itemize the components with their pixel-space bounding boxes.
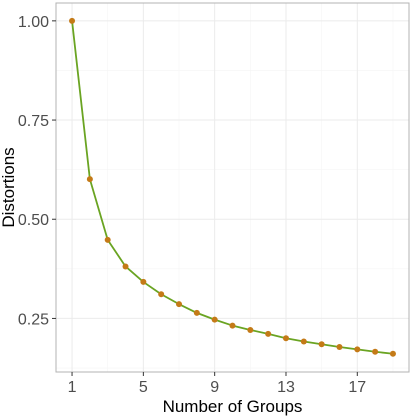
- x-tick-label: 17: [348, 379, 366, 396]
- panel-border: [55, 2, 410, 373]
- data-point: [158, 291, 165, 298]
- data-point: [104, 236, 111, 243]
- series-layer: [69, 17, 396, 357]
- data-point: [193, 309, 200, 316]
- x-tick-label: 5: [139, 379, 148, 396]
- data-point: [336, 344, 343, 351]
- series-line: [71, 20, 394, 355]
- data-point: [265, 330, 272, 337]
- data-point: [354, 346, 361, 353]
- y-axis-title: Distortions: [0, 147, 18, 227]
- data-point: [211, 316, 218, 323]
- data-point: [176, 301, 183, 308]
- x-tick-label: 1: [68, 379, 77, 396]
- axes: 1 5 9 13 17 0.25 0.50 0.75 1.00: [18, 14, 366, 396]
- data-point: [69, 17, 76, 24]
- data-point: [318, 341, 325, 348]
- y-tick-label: 1.00: [18, 14, 49, 31]
- data-point: [122, 263, 129, 270]
- x-tick-label: 9: [210, 379, 219, 396]
- data-point: [300, 338, 307, 345]
- y-tick-label: 0.25: [18, 311, 49, 328]
- y-tick-label: 0.75: [18, 113, 49, 130]
- grid-lines: [56, 3, 409, 372]
- data-point: [282, 335, 289, 342]
- data-point: [140, 278, 147, 285]
- x-tick-label: 13: [277, 379, 295, 396]
- data-point: [86, 176, 93, 183]
- data-point: [389, 350, 396, 357]
- x-axis-title: Number of Groups: [163, 397, 303, 416]
- data-point: [247, 326, 254, 333]
- data-point: [229, 322, 236, 329]
- y-tick-label: 0.50: [18, 212, 49, 229]
- data-point: [372, 348, 379, 355]
